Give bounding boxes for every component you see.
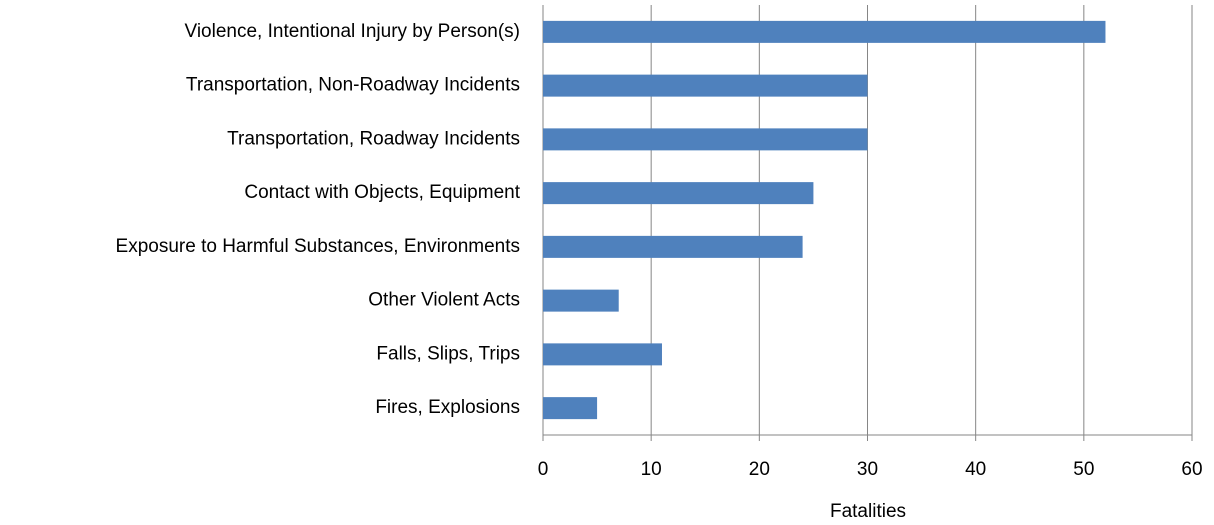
bar	[543, 182, 814, 205]
y-tick-label: Exposure to Harmful Substances, Environm…	[116, 236, 520, 257]
x-tick-label: 0	[538, 459, 549, 480]
bar	[543, 289, 619, 312]
bar	[543, 397, 598, 420]
y-tick-label: Fires, Explosions	[375, 397, 520, 418]
x-axis-title: Fatalities	[830, 501, 906, 522]
y-tick-label: Falls, Slips, Trips	[376, 343, 520, 364]
bar	[543, 343, 662, 366]
y-tick-label: Contact with Objects, Equipment	[244, 182, 520, 203]
bar	[543, 128, 868, 151]
y-tick-label: Transportation, Roadway Incidents	[227, 128, 520, 149]
y-tick-label: Transportation, Non-Roadway Incidents	[186, 75, 520, 96]
x-tick-label: 10	[641, 459, 662, 480]
x-tick-label: 20	[749, 459, 770, 480]
x-tick-label: 60	[1181, 459, 1202, 480]
bar	[543, 20, 1106, 43]
y-tick-label: Other Violent Acts	[368, 290, 520, 311]
x-tick-label: 50	[1073, 459, 1094, 480]
x-tick-label: 40	[965, 459, 986, 480]
bar	[543, 74, 868, 97]
x-tick-label: 30	[857, 459, 878, 480]
y-tick-label: Violence, Intentional Injury by Person(s…	[185, 21, 521, 42]
bar	[543, 235, 803, 258]
